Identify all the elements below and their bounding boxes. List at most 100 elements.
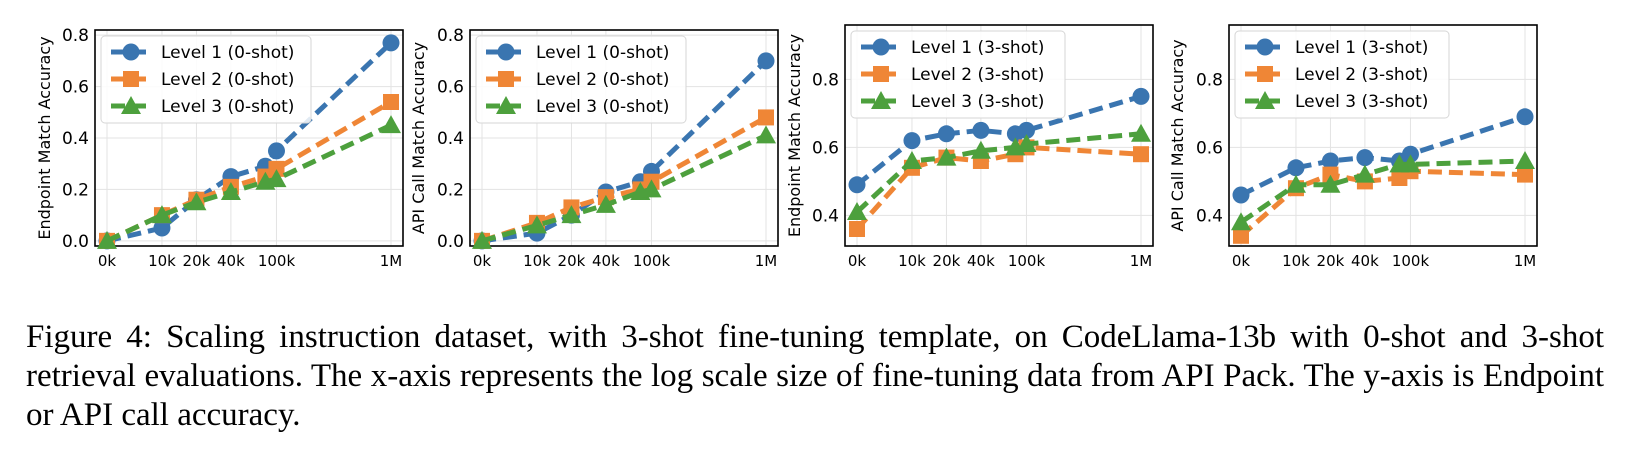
x-tick-label: 10k bbox=[1282, 252, 1310, 270]
series-line bbox=[1239, 114, 1526, 198]
y-axis-label: API Call Match Accuracy bbox=[1168, 39, 1187, 231]
x-tick-label: 40k bbox=[1351, 252, 1379, 270]
x-tick-label: 0k bbox=[848, 252, 867, 270]
x-tick-label: 1M bbox=[755, 252, 778, 270]
data-point bbox=[97, 230, 117, 249]
x-tick-label: 10k bbox=[523, 252, 551, 270]
data-point bbox=[849, 221, 865, 237]
chart-panel-2: 0.0 0.2 0.4 0.6 0.8 0k 10k 20k 40k 100k 1M API Call… bbox=[409, 26, 779, 270]
data-point bbox=[153, 219, 171, 237]
y-tick-label: 0.4 bbox=[1196, 206, 1223, 226]
data-point bbox=[1132, 87, 1150, 105]
data-point bbox=[268, 160, 285, 177]
x-tick-label: 100k bbox=[258, 252, 296, 270]
data-point bbox=[937, 125, 955, 143]
x-tick-label: 100k bbox=[1392, 252, 1430, 270]
y-tick-label: 0.4 bbox=[437, 129, 464, 149]
data-point bbox=[847, 202, 867, 220]
data-point bbox=[1232, 186, 1250, 204]
data-point bbox=[382, 34, 400, 52]
x-tick-label: 20k bbox=[1317, 252, 1345, 270]
data-point bbox=[381, 115, 401, 134]
data-point bbox=[903, 132, 921, 150]
y-tick-label: 0.8 bbox=[1196, 70, 1223, 90]
legend-label: Level 2 (3-shot) bbox=[911, 65, 1044, 85]
x-tick-label: 0k bbox=[98, 252, 117, 270]
legend: Level 1 (3-shot) Level 2 (3-shot) Level 3 … bbox=[1234, 30, 1450, 119]
legend-label: Level 3 (3-shot) bbox=[911, 92, 1044, 112]
data-point bbox=[756, 125, 776, 144]
legend-marker bbox=[872, 38, 890, 56]
plot-frame bbox=[844, 24, 1154, 247]
legend-marker bbox=[122, 43, 140, 61]
y-tick-label: 0.6 bbox=[437, 78, 464, 98]
data-point bbox=[1133, 146, 1149, 163]
legend-marker bbox=[1257, 66, 1273, 82]
data-point bbox=[561, 205, 582, 224]
data-point bbox=[186, 192, 207, 211]
legend-label: Level 3 (0-shot) bbox=[536, 97, 669, 117]
legend-marker bbox=[496, 96, 516, 114]
data-point bbox=[936, 147, 957, 166]
y-tick-label: 0.0 bbox=[62, 232, 89, 252]
x-tick-label: 1M bbox=[380, 252, 403, 270]
y-tick-label: 0.6 bbox=[1196, 138, 1223, 158]
legend-marker bbox=[123, 71, 139, 87]
legend-label: Level 1 (3-shot) bbox=[911, 38, 1044, 58]
data-point bbox=[1400, 154, 1421, 173]
legend-label: Level 1 (0-shot) bbox=[161, 43, 294, 63]
y-tick-label: 0.4 bbox=[62, 129, 89, 149]
legend-box bbox=[1234, 30, 1450, 119]
x-tick-label: 40k bbox=[217, 252, 245, 270]
x-tick-label: 10k bbox=[148, 252, 176, 270]
data-point bbox=[1515, 151, 1535, 169]
data-point bbox=[1131, 123, 1151, 142]
data-point bbox=[266, 169, 287, 188]
data-point bbox=[757, 52, 775, 70]
plot-frame bbox=[1228, 24, 1538, 247]
chart-panel-1: 0.0 0.2 0.4 0.6 0.8 0k 10k 20k 40k 100k 1M Endpoint… bbox=[35, 26, 404, 270]
data-point bbox=[1356, 149, 1374, 167]
data-point bbox=[595, 194, 616, 213]
legend: Level 1 (0-shot) Level 2 (0-shot) Level 3 … bbox=[100, 35, 312, 124]
legend-box bbox=[100, 35, 312, 124]
legend-box bbox=[850, 30, 1066, 119]
data-point bbox=[1321, 152, 1339, 170]
legend-marker bbox=[1256, 38, 1274, 56]
x-tick-label: 0k bbox=[473, 252, 492, 270]
data-point bbox=[1285, 174, 1306, 193]
data-point bbox=[472, 230, 492, 249]
series-line bbox=[855, 131, 1142, 214]
legend: Level 1 (0-shot) Level 2 (0-shot) Level 3 … bbox=[475, 35, 687, 124]
data-point bbox=[970, 140, 991, 159]
y-tick-label: 0.2 bbox=[437, 180, 464, 200]
data-point bbox=[758, 109, 774, 126]
legend-label: Level 2 (0-shot) bbox=[161, 70, 294, 90]
data-point bbox=[267, 142, 285, 160]
plot-frame bbox=[469, 29, 779, 247]
y-tick-label: 0.4 bbox=[812, 206, 839, 226]
x-tick-label: 1M bbox=[1130, 252, 1153, 270]
plot-frame bbox=[94, 29, 404, 247]
figure-caption: Figure 4: Scaling instruction dataset, w… bbox=[26, 319, 1604, 433]
legend-marker bbox=[498, 71, 514, 87]
y-axis-label: Endpoint Match Accuracy bbox=[35, 36, 54, 239]
x-tick-label: 20k bbox=[183, 252, 211, 270]
legend-label: Level 3 (3-shot) bbox=[1295, 92, 1428, 112]
x-tick-label: 40k bbox=[967, 252, 995, 270]
data-point bbox=[1016, 134, 1037, 152]
legend-marker bbox=[121, 96, 141, 114]
legend-marker bbox=[873, 66, 889, 82]
data-point bbox=[383, 94, 399, 110]
data-point bbox=[220, 182, 241, 200]
chart-panels: 0.0 0.2 0.4 0.6 0.8 0k 10k 20k 40k 100k 1M Endpoint… bbox=[35, 24, 1538, 270]
legend-marker bbox=[871, 91, 891, 109]
chart-panel-4: 0.4 0.6 0.8 0k 10k 20k 40k 100k 1M API Call Match… bbox=[1168, 24, 1538, 270]
x-tick-label: 20k bbox=[933, 252, 961, 270]
legend-label: Level 3 (0-shot) bbox=[161, 97, 294, 117]
data-point bbox=[901, 151, 922, 169]
data-point bbox=[1233, 227, 1249, 244]
series-line bbox=[481, 115, 768, 244]
chart-panel-3: 0.4 0.6 0.8 0k 10k 20k 40k 100k 1M Endpoint Match… bbox=[785, 24, 1154, 270]
legend-marker bbox=[497, 43, 515, 61]
